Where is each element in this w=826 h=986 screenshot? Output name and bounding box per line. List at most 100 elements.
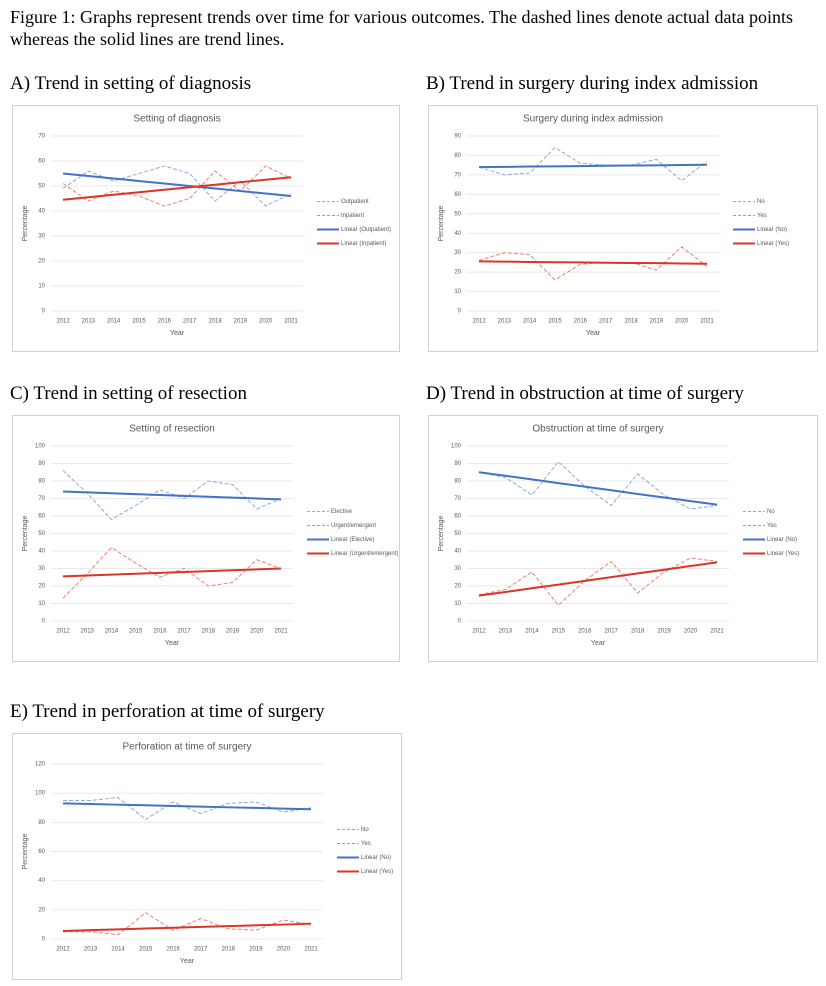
y-axis-label: Percentage: [22, 515, 29, 551]
x-tick-label: 2017: [183, 319, 197, 325]
x-tick-label: 2013: [499, 629, 513, 635]
panel-heading: E) Trend in perforation at time of surge…: [10, 701, 325, 722]
y-axis-label: Percentage: [438, 205, 445, 241]
x-tick-label: 2018: [208, 319, 222, 325]
y-tick-label: 30: [454, 566, 461, 572]
y-tick-label: 70: [454, 172, 461, 178]
chart-title: Obstruction at time of surgery: [532, 424, 663, 435]
y-tick-label: 20: [454, 584, 461, 590]
x-tick-label: 2017: [194, 947, 208, 953]
y-tick-label: 20: [38, 584, 45, 590]
x-tick-label: 2020: [684, 629, 698, 635]
legend-label: Yes: [757, 213, 767, 219]
x-tick-label: 2014: [105, 629, 119, 635]
series-line: [62, 802, 312, 811]
x-tick-label: 2012: [472, 319, 486, 325]
series-line: [478, 557, 718, 606]
series-line: [62, 490, 282, 501]
y-tick-label: 20: [38, 259, 45, 265]
x-tick-label: 2012: [56, 947, 70, 953]
legend-label: Linear (Outpatient): [341, 227, 391, 233]
x-tick-label: 2016: [153, 629, 167, 635]
y-tick-label: 80: [454, 153, 461, 159]
legend-label: Linear (Yes): [757, 241, 789, 247]
chart-panel: Surgery during index admission Percentage…: [428, 105, 818, 352]
series-line: [62, 172, 292, 197]
panel-heading: B) Trend in surgery during index admissi…: [426, 73, 759, 94]
x-tick-label: 2015: [129, 629, 143, 635]
chart: Perforation at time of surgery Percentage…: [22, 742, 393, 965]
y-tick-label: 70: [38, 134, 45, 140]
x-tick-label: 2019: [226, 629, 240, 635]
panel-heading: A) Trend in setting of diagnosis: [10, 73, 252, 94]
x-tick-label: 2018: [202, 629, 216, 635]
x-tick-label: 2021: [710, 629, 724, 635]
chart-title: Setting of resection: [129, 424, 215, 435]
x-tick-label: 2021: [284, 319, 298, 325]
y-tick-label: 0: [42, 937, 46, 943]
x-tick-label: 2015: [548, 319, 562, 325]
legend-label: Linear (Elective): [331, 537, 374, 543]
legend-label: Linear (No): [361, 855, 391, 861]
y-tick-label: 100: [35, 791, 46, 797]
legend-label: Linear (Yes): [767, 551, 799, 557]
legend-label: Linear (Yes): [361, 869, 393, 875]
series-line: [63, 912, 312, 936]
legend-label: Linear (Urgent/emergent): [331, 551, 398, 557]
series-line: [62, 922, 312, 932]
y-tick-label: 10: [38, 284, 45, 290]
y-tick-label: 40: [454, 549, 461, 555]
chart-panel: Obstruction at time of surgery Percentage…: [428, 415, 818, 662]
legend-label: No: [767, 509, 775, 515]
y-tick-label: 80: [38, 820, 45, 826]
x-tick-label: 2020: [250, 629, 264, 635]
y-tick-label: 60: [38, 849, 45, 855]
x-tick-label: 2013: [498, 319, 512, 325]
legend-label: Inpatient: [341, 213, 364, 219]
x-tick-label: 2016: [167, 947, 181, 953]
y-tick-label: 20: [454, 270, 461, 276]
x-tick-label: 2017: [599, 319, 613, 325]
chart-title: Surgery during index admission: [523, 114, 663, 125]
y-tick-label: 20: [38, 907, 45, 913]
legend-label: Linear (No): [757, 227, 787, 233]
x-tick-label: 2019: [234, 319, 248, 325]
y-tick-label: 50: [454, 531, 461, 537]
x-axis-label: Year: [170, 330, 185, 337]
legend-label: Linear (No): [767, 537, 797, 543]
x-axis-label: Year: [586, 330, 601, 337]
x-tick-label: 2015: [132, 319, 146, 325]
y-tick-label: 0: [42, 309, 46, 315]
chart-title: Setting of diagnosis: [133, 114, 220, 125]
x-tick-label: 2021: [304, 947, 318, 953]
y-tick-label: 40: [454, 231, 461, 237]
panel-heading: D) Trend in obstruction at time of surge…: [426, 383, 744, 404]
y-tick-label: 40: [38, 209, 45, 215]
series-line: [62, 567, 282, 578]
x-tick-label: 2014: [525, 629, 539, 635]
x-tick-label: 2015: [552, 629, 566, 635]
legend-label: Elective: [331, 509, 353, 515]
y-tick-label: 40: [38, 878, 45, 884]
y-tick-label: 50: [38, 184, 45, 190]
figure-caption: Figure 1: Graphs represent trends over t…: [10, 7, 793, 49]
chart-title: Perforation at time of surgery: [123, 742, 252, 753]
series-line: [478, 461, 718, 510]
x-tick-label: 2013: [84, 947, 98, 953]
x-tick-label: 2013: [81, 629, 95, 635]
y-tick-label: 0: [458, 309, 462, 315]
x-axis-label: Year: [165, 640, 180, 647]
x-tick-label: 2016: [578, 629, 592, 635]
x-tick-label: 2012: [56, 629, 70, 635]
legend-label: Outpatient: [341, 199, 369, 205]
legend-label: Yes: [767, 523, 777, 529]
y-axis-label: Percentage: [22, 833, 29, 869]
series-line: [478, 246, 708, 281]
series-line: [478, 561, 718, 597]
y-tick-label: 50: [38, 531, 45, 537]
series-line: [478, 147, 708, 182]
x-tick-label: 2015: [139, 947, 153, 953]
series-line: [478, 471, 718, 506]
legend-label: Urgent/emergent: [331, 523, 376, 529]
y-tick-label: 60: [38, 514, 45, 520]
